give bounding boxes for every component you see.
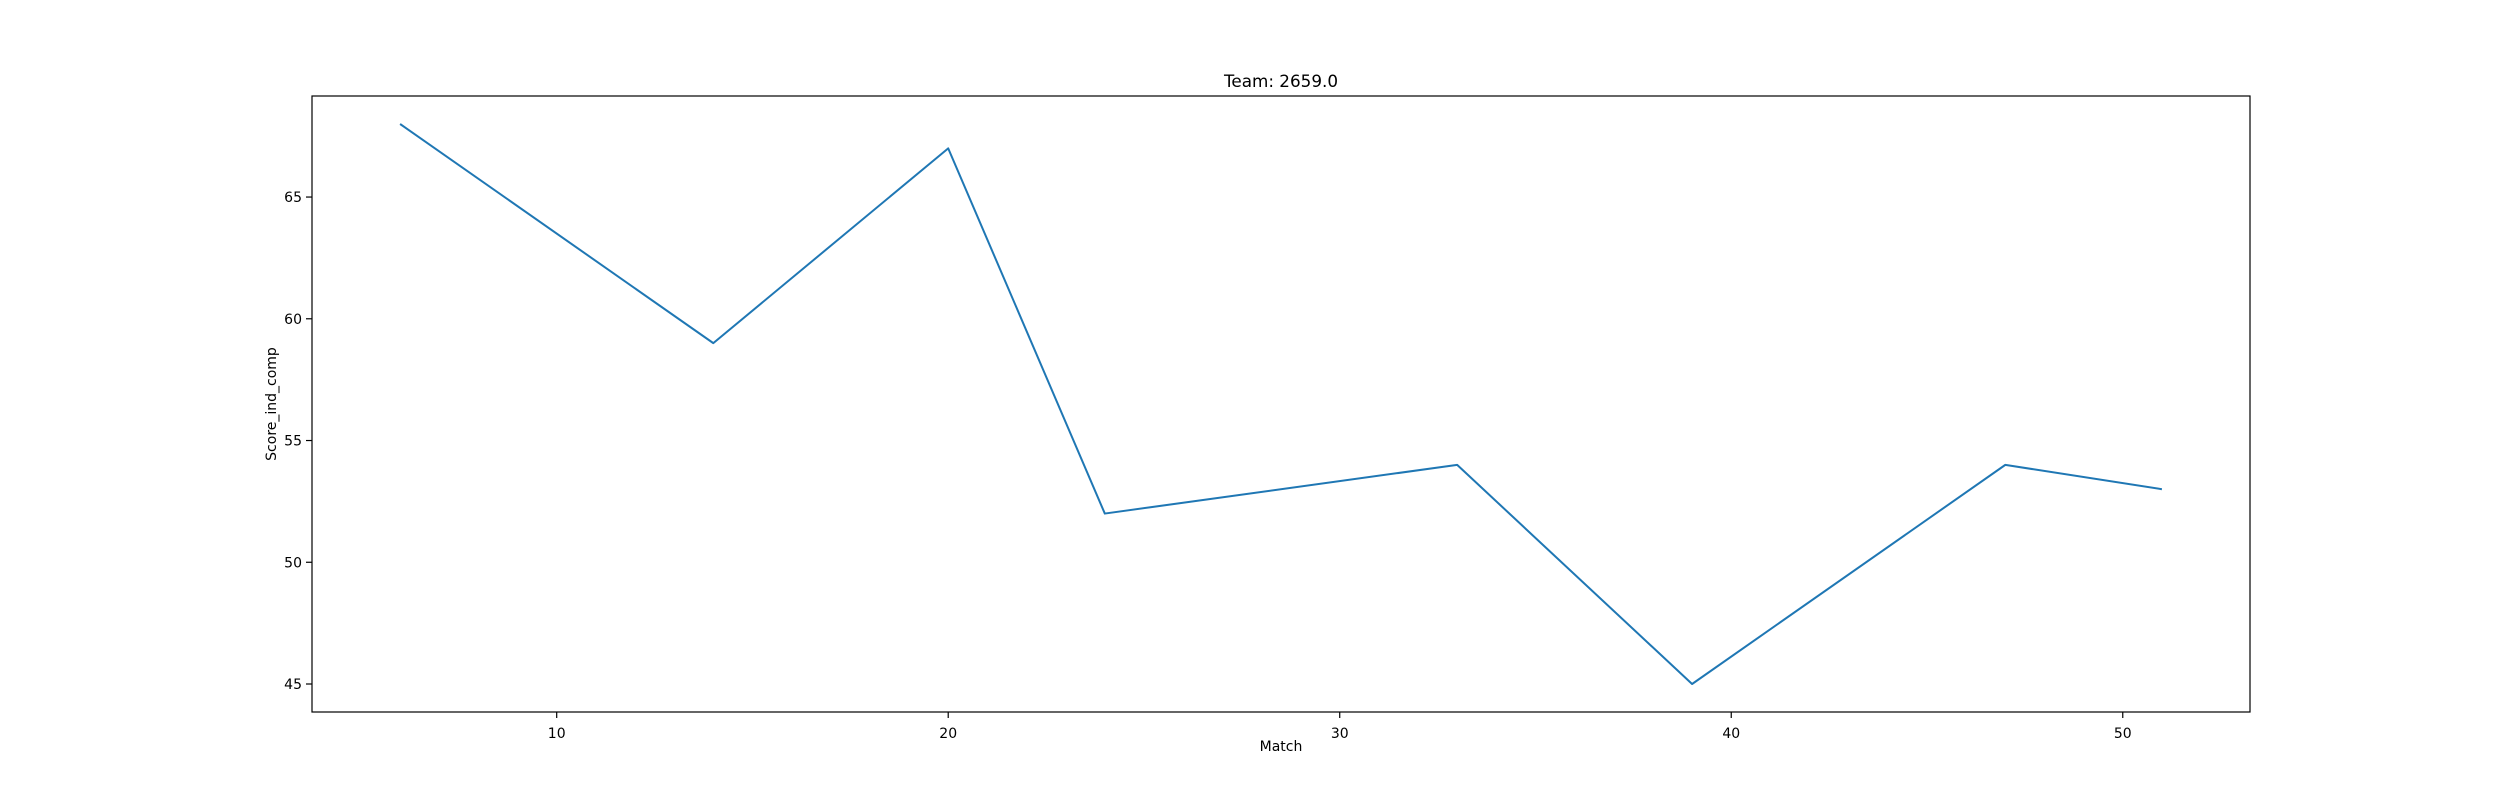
plot-background <box>312 96 2250 712</box>
y-tick-label: 60 <box>284 312 302 328</box>
series-line-0 <box>399 123 2163 685</box>
plot-frame <box>311 95 2251 713</box>
y-tick-label: 65 <box>284 190 302 206</box>
series-layer <box>399 123 2163 685</box>
x-tick-label: 20 <box>939 726 957 742</box>
x-tick-label: 30 <box>1331 726 1349 742</box>
y-axis-label: Score_ind_comp <box>264 347 280 461</box>
y-tick-label: 50 <box>284 555 302 571</box>
plot-area <box>311 95 2251 713</box>
chart-title: Team: 2659.0 <box>1223 71 1338 91</box>
x-axis-label: Match <box>1260 739 1303 755</box>
y-axis-ticks: 45 50 55 60 65 <box>284 190 312 693</box>
x-tick-label: 10 <box>548 726 566 742</box>
x-axis-ticks: 10 20 30 40 50 <box>548 712 2132 742</box>
x-tick-label: 40 <box>1722 726 1740 742</box>
y-tick-label: 55 <box>284 434 302 450</box>
x-tick-label: 50 <box>2114 726 2132 742</box>
y-tick-label: 45 <box>284 677 302 693</box>
